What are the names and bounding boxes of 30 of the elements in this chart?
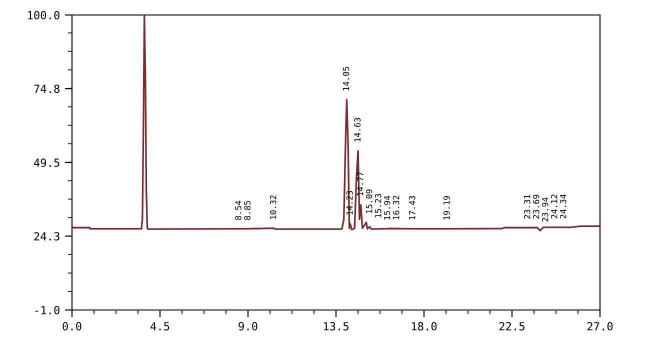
x-tick-label: 13.5 <box>324 322 348 330</box>
annotation: 14.63 <box>354 118 361 142</box>
annotation: 15.94 <box>384 196 390 220</box>
annotation: 23.31 <box>524 194 530 219</box>
y-tick-label: 74.8 <box>34 84 60 94</box>
x-tick-label: 22.5 <box>499 322 524 330</box>
annotation: 16.32 <box>392 196 400 220</box>
annotation: 15.09 <box>366 190 372 214</box>
annotation: 24.12 <box>550 194 558 218</box>
x-tick-label: 27.0 <box>587 322 613 330</box>
x-tick-label: 4.5 <box>150 322 170 330</box>
annotation: 14.77 <box>357 172 364 196</box>
y-tick-label: -1.0 <box>35 306 60 314</box>
annotation: 19.19 <box>443 196 450 220</box>
annotation: 17.43 <box>408 196 416 220</box>
y-tick-label: 100.0 <box>28 11 60 20</box>
x-tick-label: 9.0 <box>238 322 258 330</box>
x-tick-label: 18.0 <box>412 322 437 330</box>
annotation: 8.85 <box>244 201 250 220</box>
annotation: 23.94 <box>542 198 548 222</box>
annotation: 14.05 <box>342 66 350 90</box>
annotation: 8.54 <box>235 200 242 220</box>
annotation: 14.23 <box>346 191 353 214</box>
annotation: 23.69 <box>532 194 540 219</box>
y-tick-label: 24.3 <box>34 232 60 241</box>
y-tick-label: 49.5 <box>34 158 60 167</box>
annotation: 24.34 <box>560 194 566 218</box>
annotation: 10.32 <box>270 196 276 219</box>
x-tick-label: 0.0 <box>62 322 82 330</box>
annotation: 15.23 <box>374 194 382 218</box>
